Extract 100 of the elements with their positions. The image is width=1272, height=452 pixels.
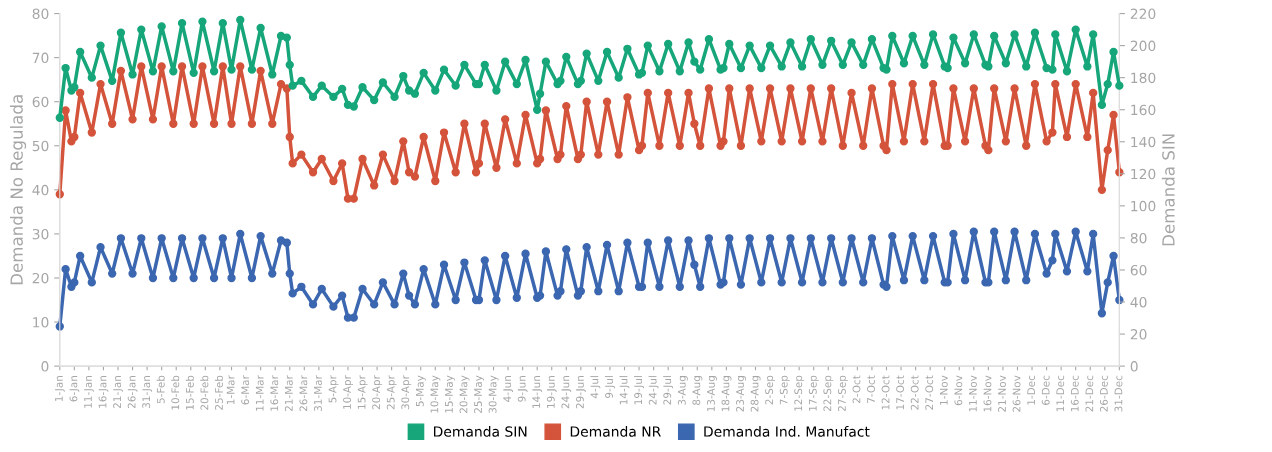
y2-tick-label: 200 — [1130, 40, 1156, 52]
x-tick-label: 9-Jun — [517, 376, 528, 402]
x-tick-label: 29-Jul — [663, 376, 674, 405]
legend-label: Demanda Ind. Manufact — [704, 426, 870, 437]
x-tick-label: 22-Sep — [823, 375, 834, 412]
x-tick-label: 21-Mar — [284, 375, 293, 412]
x-tick-label: 29-Jun — [575, 376, 586, 409]
x-tick-label: 22-Oct — [910, 375, 919, 410]
x-tick-label: 11-Mar — [255, 375, 264, 411]
y-tick-label: 80 — [32, 8, 49, 20]
x-tick-label: 26-Jan — [127, 376, 138, 409]
x-tick-label: 4-Jul — [590, 376, 601, 399]
x-tick-label: 8-Aug — [692, 376, 703, 405]
x-tick-label: 21-Dec — [1085, 375, 1094, 412]
x-tick-label: 30-Apr — [401, 375, 412, 410]
x-tick-label: 13-Aug — [706, 376, 717, 412]
x-tick-label: 31-Dec — [1114, 375, 1123, 412]
x-tick-label: 5-Feb — [156, 375, 165, 404]
x-tick-label: 15-Feb — [185, 375, 194, 410]
x-tick-label: 26-Dec — [1099, 375, 1108, 412]
x-tick-label: 16-Mar — [270, 375, 279, 411]
x-tick-label: 19-Jul — [634, 376, 645, 405]
x-tick-label: 6-Jan — [69, 376, 80, 402]
x-tick-label: 17-Oct — [896, 375, 905, 410]
y2-tick-label: 140 — [1131, 136, 1156, 148]
legend-label: Demanda SIN — [434, 426, 527, 437]
y-tick-label: 60 — [32, 96, 49, 108]
x-tick-label: 19-Jun — [546, 376, 557, 408]
x-tick-label: 20-May — [459, 375, 470, 413]
x-tick-label: 23-Aug — [736, 376, 746, 412]
x-tick-label: 1-Jan — [55, 376, 65, 402]
x-tick-label: 27-Oct — [925, 375, 934, 410]
x-tick-label: 9-Jul — [604, 376, 615, 399]
x-tick-label: 4-Jun — [503, 376, 514, 402]
x-tick-label: 16-Jan — [98, 376, 109, 408]
x-tick-label: 24-Jun — [561, 376, 572, 409]
x-tick-label: 20-Apr — [372, 375, 383, 410]
y2-tick-label: 60 — [1130, 264, 1147, 276]
x-tick-label: 2-Oct — [852, 375, 861, 404]
x-tick-label: 1-Nov — [939, 375, 948, 405]
x-tick-label: 10-May — [430, 375, 441, 413]
x-tick-label: 31-Mar — [314, 375, 322, 412]
x-tick-label: 1-Dec — [1027, 375, 1036, 405]
y2-tick-label: 0 — [1130, 361, 1138, 372]
y2-tick-label: 220 — [1130, 8, 1156, 20]
x-tick-label: 6-Mar — [241, 375, 250, 405]
x-tick-label: 11-Nov — [969, 375, 977, 412]
x-tick-label: 25-May — [474, 375, 484, 413]
y2-tick-label: 40 — [1130, 296, 1147, 308]
y-tick-label: 40 — [32, 184, 49, 196]
y-tick-label: 0 — [41, 361, 49, 372]
x-tick-label: 26-Nov — [1012, 375, 1021, 412]
x-tick-label: 21-Nov — [998, 375, 1006, 412]
y2-tick-label: 180 — [1131, 72, 1156, 84]
x-tick-label: 16-Dec — [1070, 375, 1079, 412]
x-tick-label: 20-Feb — [200, 375, 209, 410]
y-axis-title: Demanda No Regulada — [10, 95, 27, 285]
x-tick-label: 12-Oct — [881, 375, 890, 410]
y-tick-label: 70 — [32, 52, 49, 64]
x-tick-label: 15-Apr — [357, 375, 368, 409]
y2-tick-label: 20 — [1130, 329, 1147, 340]
x-tick-label: 3-Aug — [677, 376, 688, 405]
x-tick-label: 17-Sep — [808, 375, 819, 411]
x-tick-label: 21-Jan — [113, 376, 123, 409]
y-tick-label: 50 — [32, 140, 49, 152]
x-tick-label: 16-Nov — [983, 375, 992, 412]
y-tick-label: 20 — [32, 272, 49, 284]
x-tick-label: 18-Aug — [721, 376, 732, 412]
x-tick-label: 5-May — [416, 375, 426, 407]
x-tick-label: 10-Feb — [171, 375, 180, 410]
x-tick-label: 14-Jul — [619, 376, 630, 405]
x-tick-label: 28-Aug — [750, 376, 761, 412]
x-tick-label: 7-Sep — [779, 375, 790, 405]
legend-label: Demanda NR — [570, 426, 661, 437]
x-tick-label: 14-Jun — [532, 376, 543, 408]
y2-tick-label: 120 — [1131, 168, 1156, 180]
y2-tick-label: 160 — [1131, 104, 1156, 116]
x-tick-label: 30-May — [488, 375, 499, 413]
x-tick-label: 6-Dec — [1041, 375, 1050, 405]
x-tick-label: 31-Jan — [142, 376, 153, 409]
y2-axis-title: Demanda SIN — [1161, 134, 1175, 246]
y2-tick-label: 100 — [1131, 200, 1156, 212]
x-tick-label: 25-Apr — [386, 375, 397, 410]
x-tick-label: 11-Jan — [84, 376, 94, 408]
x-tick-label: 24-Jul — [648, 376, 659, 405]
x-tick-label: 7-Oct — [867, 375, 875, 403]
x-tick-label: 12-Sep — [794, 375, 805, 411]
x-tick-label: 25-Feb — [214, 375, 223, 410]
x-tick-label: 10-Apr — [343, 375, 354, 409]
y-tick-label: 30 — [32, 228, 49, 240]
x-tick-label: 6-Nov — [954, 375, 963, 406]
x-tick-label: 26-Mar — [299, 375, 308, 412]
x-tick-label: 1-Mar — [226, 375, 235, 405]
x-tick-label: 27-Sep — [837, 375, 848, 412]
y2-tick-label: 80 — [1130, 232, 1147, 244]
x-tick-label: 5-Apr — [328, 375, 339, 403]
x-tick-label: 2-Sep — [765, 375, 776, 405]
x-tick-label: 11-Dec — [1056, 375, 1065, 412]
x-tick-label: 15-May — [445, 375, 455, 413]
y-tick-label: 10 — [33, 317, 49, 328]
